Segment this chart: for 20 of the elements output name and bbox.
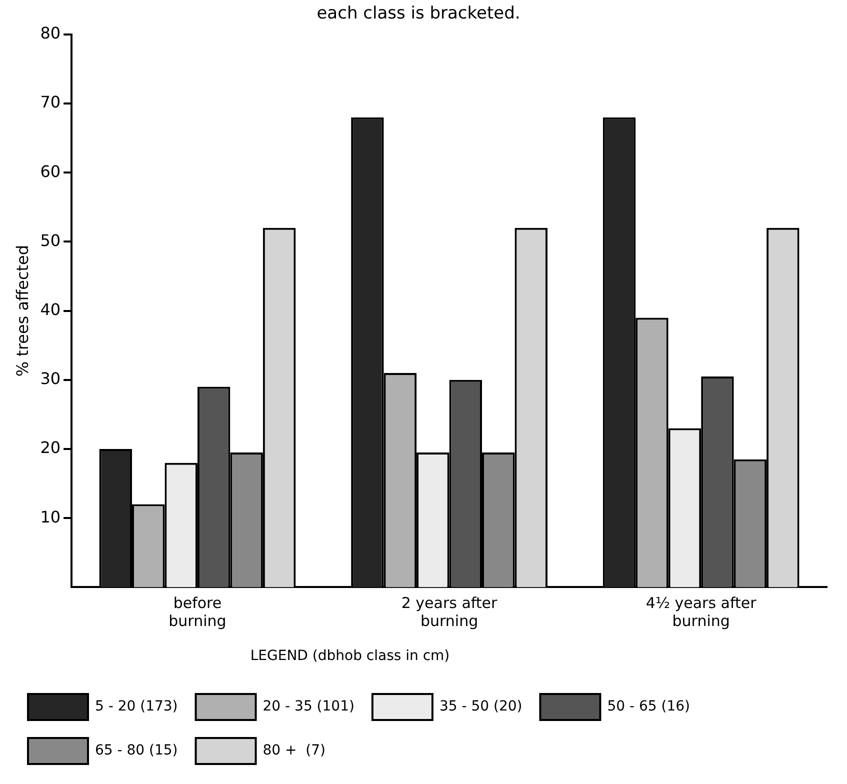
y-axis-title: % trees affected: [12, 244, 32, 377]
legend-title: LEGEND (dbhob class in cm): [250, 648, 450, 664]
chart-title: each class is bracketed.: [316, 4, 520, 24]
legend-label: 20 - 35 (101): [262, 698, 354, 715]
y-tick-label: 10: [40, 507, 61, 526]
y-tick-label: 60: [40, 162, 61, 181]
y-tick-label: 50: [40, 230, 61, 250]
legend-label: 35 - 50 (20): [439, 698, 522, 715]
legend-label: 50 - 65 (16): [607, 698, 690, 715]
y-tick-label: 40: [40, 300, 61, 319]
y-tick-label: 30: [40, 369, 61, 388]
x-tick-label: 4½ years after burning: [646, 594, 758, 630]
legend-label: 65 - 80 (15): [95, 742, 178, 759]
y-tick-label: 80: [40, 24, 61, 43]
y-tick-label: 20: [40, 438, 61, 458]
legend-label: 5 - 20 (173): [95, 698, 178, 715]
legend-label: 80 + (7): [262, 742, 326, 759]
x-tick-label: before burning: [168, 594, 226, 630]
y-tick-label: 70: [40, 92, 61, 112]
x-tick-label: 2 years after burning: [401, 594, 498, 630]
